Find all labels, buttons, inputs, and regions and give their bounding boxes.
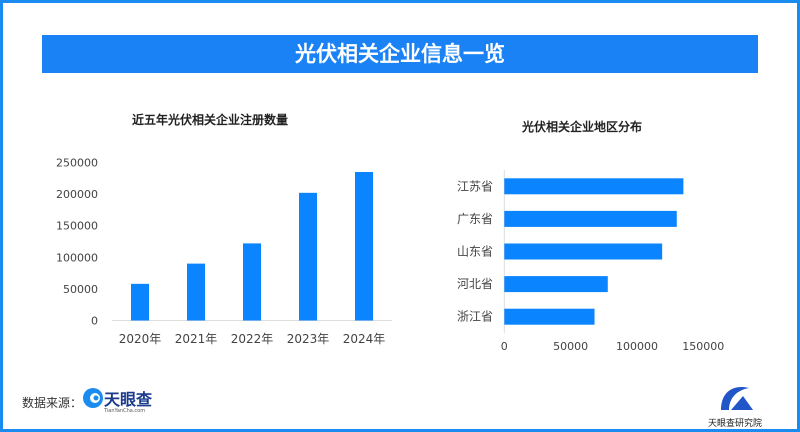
eye-logo-icon — [83, 388, 103, 408]
bar-2020年 — [131, 283, 149, 321]
y-tick-label: 0 — [91, 315, 98, 328]
x-tick-label: 50000 — [553, 340, 588, 353]
bar-广东省 — [504, 210, 677, 227]
y-tick-label: 浙江省 — [457, 310, 493, 324]
logo-subtext: TianYanCha.com — [104, 408, 146, 414]
bar-山东省 — [504, 243, 663, 260]
x-tick-label: 100000 — [616, 340, 658, 353]
institute-logo: 天眼查研究院 — [705, 382, 765, 429]
logo-text: 天眼查 — [104, 390, 153, 409]
institute-name: 天眼查研究院 — [707, 419, 762, 429]
y-tick-label: 山东省 — [457, 245, 493, 259]
right-chart-title: 光伏相关企业地区分布 — [522, 120, 643, 134]
bar-2024年 — [355, 171, 373, 321]
y-tick-label: 广东省 — [457, 212, 493, 226]
bar-浙江省 — [504, 308, 595, 325]
tianyancha-logo: 天眼查 TianYanCha.com — [82, 386, 153, 414]
institute-mountain-icon — [721, 386, 753, 410]
x-tick-label: 2022年 — [231, 332, 274, 346]
bar-2021年 — [187, 263, 205, 321]
left-chart-title: 近五年光伏相关企业注册数量 — [132, 113, 289, 127]
bar-2023年 — [299, 192, 317, 321]
x-tick-label: 0 — [501, 340, 508, 353]
x-tick-label: 150000 — [682, 340, 724, 353]
y-tick-label: 50000 — [63, 283, 98, 296]
bar-江苏省 — [504, 178, 684, 195]
y-tick-label: 150000 — [56, 220, 98, 233]
y-tick-label: 河北省 — [457, 277, 493, 291]
y-tick-label: 250000 — [56, 157, 98, 170]
banner-title: 光伏相关企业信息一览 — [42, 35, 758, 73]
y-tick-label: 100000 — [56, 251, 98, 264]
y-tick-label: 江苏省 — [457, 179, 493, 193]
x-tick-label: 2023年 — [287, 332, 330, 346]
bar-河北省 — [504, 276, 608, 293]
y-tick-label: 200000 — [56, 188, 98, 201]
x-tick-label: 2021年 — [175, 332, 218, 346]
x-tick-label: 2024年 — [343, 332, 386, 346]
bar-2022年 — [243, 243, 261, 321]
x-tick-label: 2020年 — [119, 332, 162, 346]
source-label: 数据来源： — [22, 396, 83, 410]
